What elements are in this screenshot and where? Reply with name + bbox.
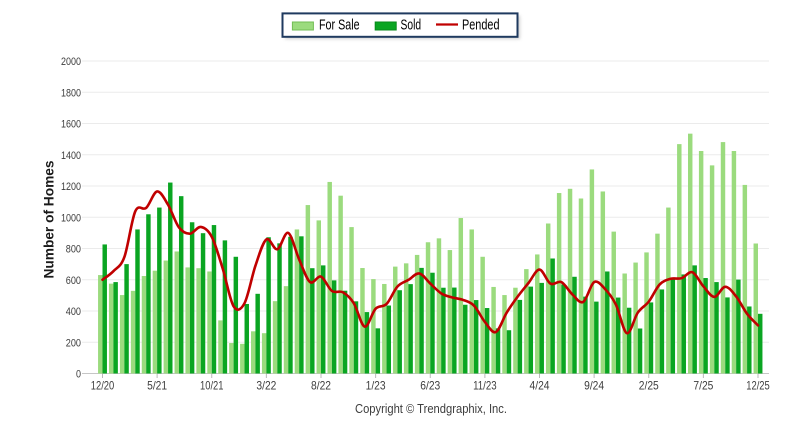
svg-text:400: 400 bbox=[66, 306, 81, 318]
svg-text:800: 800 bbox=[66, 244, 81, 256]
svg-text:3/22: 3/22 bbox=[256, 379, 276, 393]
svg-text:Sold: Sold bbox=[401, 18, 422, 34]
svg-text:1200: 1200 bbox=[61, 181, 81, 193]
svg-text:10/21: 10/21 bbox=[200, 379, 224, 393]
svg-text:1800: 1800 bbox=[61, 87, 81, 99]
svg-text:12/20: 12/20 bbox=[91, 379, 115, 393]
svg-text:7/25: 7/25 bbox=[693, 379, 713, 393]
svg-text:5/21: 5/21 bbox=[147, 379, 167, 393]
svg-text:0: 0 bbox=[76, 369, 81, 381]
svg-text:Copyright © Trendgraphix, Inc.: Copyright © Trendgraphix, Inc. bbox=[355, 402, 507, 416]
svg-text:For Sale: For Sale bbox=[319, 18, 360, 34]
svg-text:2000: 2000 bbox=[61, 56, 81, 68]
svg-text:6/23: 6/23 bbox=[420, 379, 440, 393]
svg-text:4/24: 4/24 bbox=[530, 379, 550, 393]
svg-text:1600: 1600 bbox=[61, 119, 81, 131]
svg-text:200: 200 bbox=[66, 337, 81, 349]
svg-text:Pended: Pended bbox=[462, 18, 500, 34]
svg-text:2/25: 2/25 bbox=[639, 379, 659, 393]
svg-text:600: 600 bbox=[66, 275, 81, 287]
svg-text:8/22: 8/22 bbox=[311, 379, 331, 393]
svg-text:12/25: 12/25 bbox=[746, 379, 770, 393]
svg-text:11/23: 11/23 bbox=[473, 379, 497, 393]
svg-text:1/23: 1/23 bbox=[366, 379, 386, 393]
svg-text:Number of Homes: Number of Homes bbox=[41, 160, 57, 278]
svg-text:9/24: 9/24 bbox=[584, 379, 604, 393]
svg-text:1000: 1000 bbox=[61, 212, 81, 224]
svg-text:1400: 1400 bbox=[61, 150, 81, 162]
